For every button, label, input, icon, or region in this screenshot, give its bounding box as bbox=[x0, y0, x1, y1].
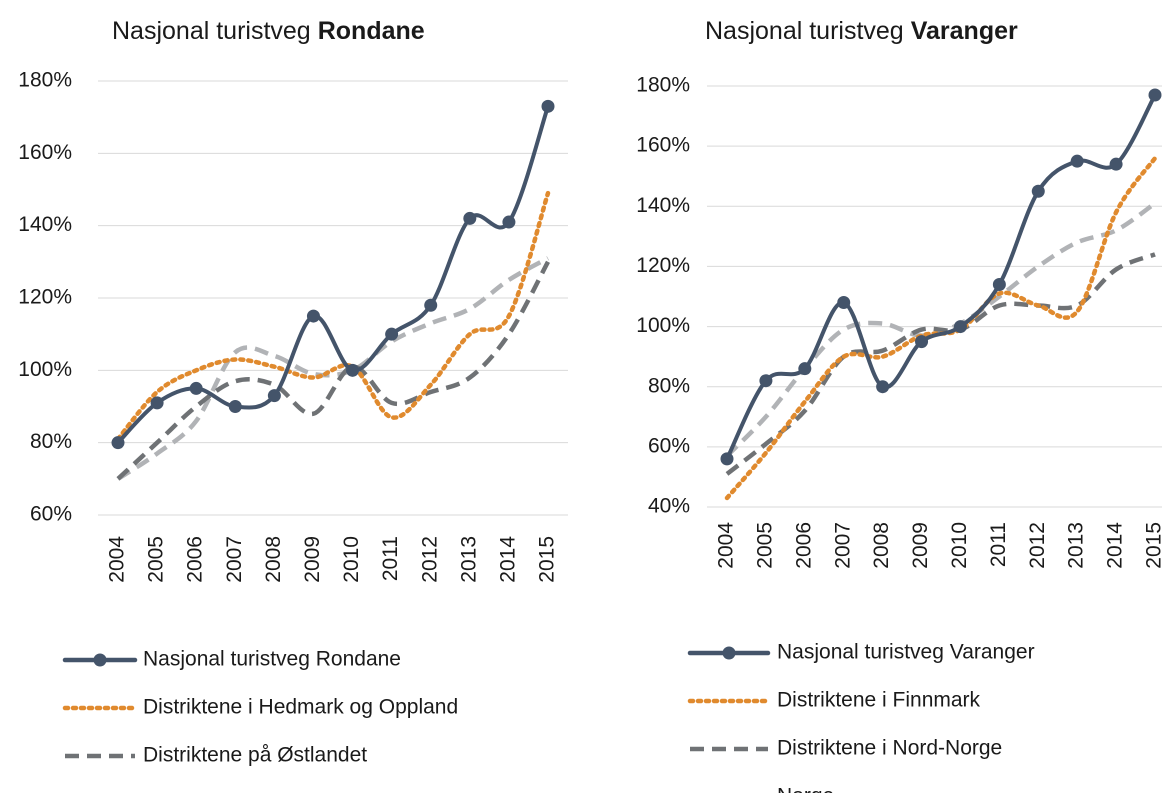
point bbox=[915, 335, 929, 349]
point bbox=[150, 396, 164, 410]
y-tick-label: 140% bbox=[18, 213, 72, 236]
y-tick-label: 80% bbox=[30, 430, 72, 453]
x-tick-label: 2011 bbox=[987, 522, 1010, 567]
point bbox=[798, 362, 812, 376]
y-tick-label: 100% bbox=[18, 358, 72, 381]
x-tick-label: 2009 bbox=[301, 536, 324, 583]
legend-marker bbox=[722, 646, 736, 660]
y-tick-label: 120% bbox=[636, 254, 690, 277]
x-tick-label: 2007 bbox=[223, 536, 246, 583]
point bbox=[1031, 184, 1045, 198]
series-line bbox=[725, 252, 1156, 476]
point bbox=[837, 296, 851, 310]
chart: Nasjonal turistveg Varanger 40% 60% 80% 100% 1… bbox=[636, 17, 1162, 793]
legend-label: Nasjonal turistveg Rondane bbox=[143, 648, 401, 671]
x-tick-label: 2004 bbox=[106, 536, 129, 583]
x-tick-label: 2008 bbox=[262, 536, 285, 583]
series-line bbox=[115, 190, 551, 442]
legend-label: Distriktene i Nord-Norge bbox=[777, 737, 1002, 760]
point bbox=[306, 309, 320, 323]
x-tick-label: 2014 bbox=[1104, 522, 1127, 569]
chart-title: Nasjonal turistveg Rondane bbox=[112, 17, 425, 45]
x-tick-label: 2005 bbox=[753, 522, 776, 569]
point bbox=[111, 436, 125, 450]
point bbox=[502, 215, 516, 229]
point bbox=[424, 298, 438, 312]
point bbox=[992, 277, 1006, 291]
chart: Nasjonal turistveg Rondane 60% 80% 100% 120% 1… bbox=[18, 17, 568, 793]
x-tick-label: 2014 bbox=[496, 536, 519, 583]
title-text: Nasjonal turistveg bbox=[112, 17, 311, 45]
point bbox=[876, 380, 890, 394]
y-tick-label: 80% bbox=[648, 374, 690, 397]
y-tick-label: 180% bbox=[636, 74, 690, 97]
title-text: Nasjonal turistveg bbox=[705, 17, 904, 45]
x-tick-label: 2010 bbox=[340, 536, 363, 583]
legend-label: Nasjonal turistveg Varanger bbox=[777, 641, 1035, 664]
x-tick-label: 2008 bbox=[870, 522, 893, 569]
x-tick-label: 2010 bbox=[948, 522, 971, 569]
legend-label: Distriktene på Østlandet bbox=[143, 744, 367, 767]
y-tick-label: 60% bbox=[30, 503, 72, 526]
x-tick-label: 2013 bbox=[1065, 522, 1088, 569]
x-tick-label: 2012 bbox=[1026, 522, 1049, 569]
y-tick-label: 160% bbox=[18, 141, 72, 164]
y-tick-label: 120% bbox=[18, 286, 72, 309]
x-tick-label: 2006 bbox=[184, 536, 207, 583]
series-line bbox=[116, 256, 550, 481]
y-tick-label: 40% bbox=[648, 495, 690, 518]
y-tick-label: 140% bbox=[636, 194, 690, 217]
point bbox=[541, 99, 555, 113]
x-tick-label: 2011 bbox=[379, 536, 402, 581]
legend-label: Distriktene i Hedmark og Oppland bbox=[143, 696, 458, 719]
point bbox=[720, 452, 734, 466]
legend-marker bbox=[93, 653, 107, 667]
point bbox=[1109, 157, 1123, 171]
legend-label: Norge bbox=[143, 792, 200, 793]
title-bold: Rondane bbox=[318, 17, 425, 45]
point bbox=[759, 374, 773, 388]
x-tick-label: 2004 bbox=[715, 522, 738, 569]
chart-title: Nasjonal turistveg Varanger bbox=[705, 17, 1018, 45]
legend-label: Distriktene i Finnmark bbox=[777, 689, 981, 712]
legend-label: Norge bbox=[777, 785, 834, 793]
x-tick-label: 2013 bbox=[457, 536, 480, 583]
x-tick-label: 2005 bbox=[145, 536, 168, 583]
y-tick-label: 180% bbox=[18, 69, 72, 92]
x-tick-label: 2006 bbox=[792, 522, 815, 569]
x-tick-label: 2012 bbox=[418, 536, 441, 583]
y-tick-label: 60% bbox=[648, 434, 690, 457]
title-bold: Varanger bbox=[911, 17, 1018, 45]
point bbox=[1148, 88, 1162, 102]
point bbox=[385, 327, 399, 341]
x-tick-label: 2009 bbox=[909, 522, 932, 569]
x-tick-label: 2015 bbox=[536, 536, 559, 583]
point bbox=[228, 400, 242, 413]
point bbox=[267, 389, 281, 403]
x-tick-label: 2015 bbox=[1143, 522, 1162, 569]
point bbox=[1070, 154, 1084, 168]
y-tick-label: 160% bbox=[636, 134, 690, 157]
point bbox=[463, 211, 477, 225]
y-tick-label: 100% bbox=[636, 314, 690, 337]
x-tick-label: 2007 bbox=[831, 522, 854, 569]
point bbox=[953, 320, 967, 334]
point bbox=[189, 381, 203, 395]
point bbox=[346, 363, 360, 377]
